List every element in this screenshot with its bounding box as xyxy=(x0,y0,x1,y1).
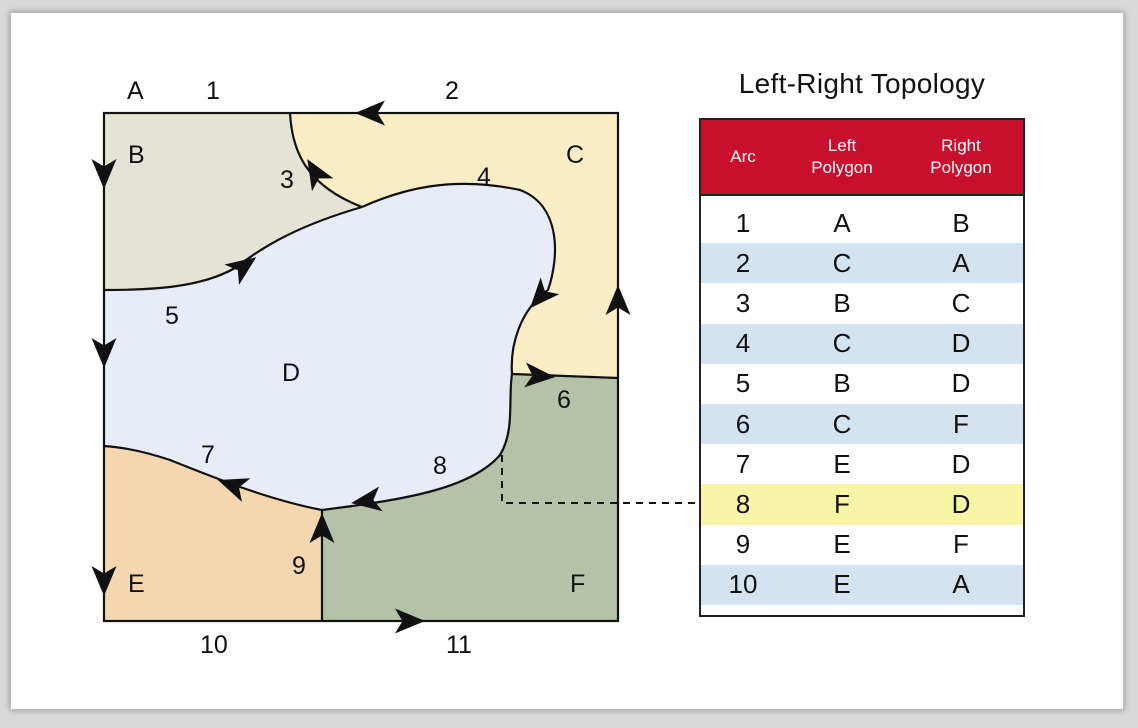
arc-4 xyxy=(361,182,557,375)
table-title: Left-Right Topology xyxy=(738,68,986,99)
table-row: 8 F D xyxy=(701,484,1023,525)
table-row: 4 C D xyxy=(701,323,1023,364)
header-right-line1: Right xyxy=(941,136,981,155)
cell-right-polygon: B xyxy=(952,207,970,238)
cell-left-polygon: E xyxy=(833,569,851,600)
cell-arc: 6 xyxy=(735,408,751,439)
arc-label-5: 5 xyxy=(165,302,179,330)
table-row: 10 E A xyxy=(701,564,1023,605)
table-row: 7 E D xyxy=(701,444,1023,484)
cell-left-polygon: A xyxy=(833,207,851,238)
cell-right-polygon: A xyxy=(952,569,970,600)
cell-arc: 5 xyxy=(735,368,751,399)
cell-right-polygon: F xyxy=(953,408,969,439)
cell-left-polygon: C xyxy=(832,328,852,359)
cell-left-polygon: F xyxy=(834,488,850,519)
cell-arc: 3 xyxy=(735,287,751,318)
cell-left-polygon: C xyxy=(832,408,852,439)
table-header: Arc Left Polygon Right Polygon xyxy=(701,120,1023,196)
arc-label-3: 3 xyxy=(280,166,294,194)
polygon-f-fill xyxy=(322,374,618,621)
polygon-b-fill xyxy=(104,113,362,290)
cell-left-polygon: E xyxy=(833,529,851,560)
cell-right-polygon: C xyxy=(951,287,971,318)
polygon-c-fill xyxy=(290,113,618,378)
cell-right-polygon: D xyxy=(951,328,971,359)
cell-left-polygon: E xyxy=(833,448,851,479)
cell-right-polygon: D xyxy=(951,368,971,399)
cell-arc: 2 xyxy=(735,247,751,278)
cell-arc: 10 xyxy=(728,569,758,600)
cell-right-polygon: D xyxy=(951,488,971,519)
cell-arc: 9 xyxy=(735,529,751,560)
polygon-label-b: B xyxy=(128,141,145,169)
table-row: 6 C F xyxy=(701,403,1023,445)
polygon-d-fill xyxy=(104,183,555,510)
cell-left-polygon: B xyxy=(833,287,851,318)
cell-arc: 8 xyxy=(735,488,751,519)
table-row: 2 C A xyxy=(701,243,1023,284)
cell-right-polygon: F xyxy=(953,529,969,560)
header-right-polygon: Right Polygon xyxy=(899,120,1023,194)
cell-arc: 7 xyxy=(735,448,751,479)
polygon-label-a: A xyxy=(127,77,144,105)
polygon-label-e: E xyxy=(128,570,145,598)
arc-label-9: 9 xyxy=(292,552,306,580)
cell-arc: 1 xyxy=(735,207,751,238)
cell-left-polygon: C xyxy=(832,247,852,278)
polygon-label-f: F xyxy=(570,570,585,598)
arc-label-6: 6 xyxy=(557,386,571,414)
cell-right-polygon: A xyxy=(952,247,970,278)
arc-label-10: 10 xyxy=(200,631,228,659)
arc-label-11: 11 xyxy=(446,631,472,659)
arc-label-8: 8 xyxy=(433,452,447,480)
arc-7 xyxy=(103,444,323,512)
cell-arc: 4 xyxy=(735,328,751,359)
polygon-e-fill xyxy=(104,446,322,621)
header-right-line2: Polygon xyxy=(930,158,992,177)
cell-left-polygon: B xyxy=(833,368,851,399)
arc-label-7: 7 xyxy=(201,441,215,469)
table-row: 1 A B xyxy=(701,203,1023,243)
arc-label-4: 4 xyxy=(477,163,491,191)
header-left-polygon: Left Polygon xyxy=(785,120,899,194)
arc-3 xyxy=(288,112,363,209)
header-left-line1: Left xyxy=(827,136,857,155)
arc-label-2: 2 xyxy=(445,77,459,105)
polygon-label-d: D xyxy=(282,359,300,387)
header-left-line2: Polygon xyxy=(811,158,873,177)
arc-label-1: 1 xyxy=(206,77,220,105)
table-row: 5 B D xyxy=(701,364,1023,404)
leader-line xyxy=(501,455,699,504)
header-arc: Arc xyxy=(730,147,756,166)
table-body: 1 A B 2 C A 3 B C 4 C D 5 B D 6 C F 7 E D 8 F D 9 E F 10 E A xyxy=(701,196,1023,615)
cell-right-polygon: D xyxy=(951,448,971,479)
table-row: 3 B C xyxy=(701,283,1023,323)
polygon-label-c: C xyxy=(566,141,584,169)
table-row: 9 E F xyxy=(701,525,1023,565)
